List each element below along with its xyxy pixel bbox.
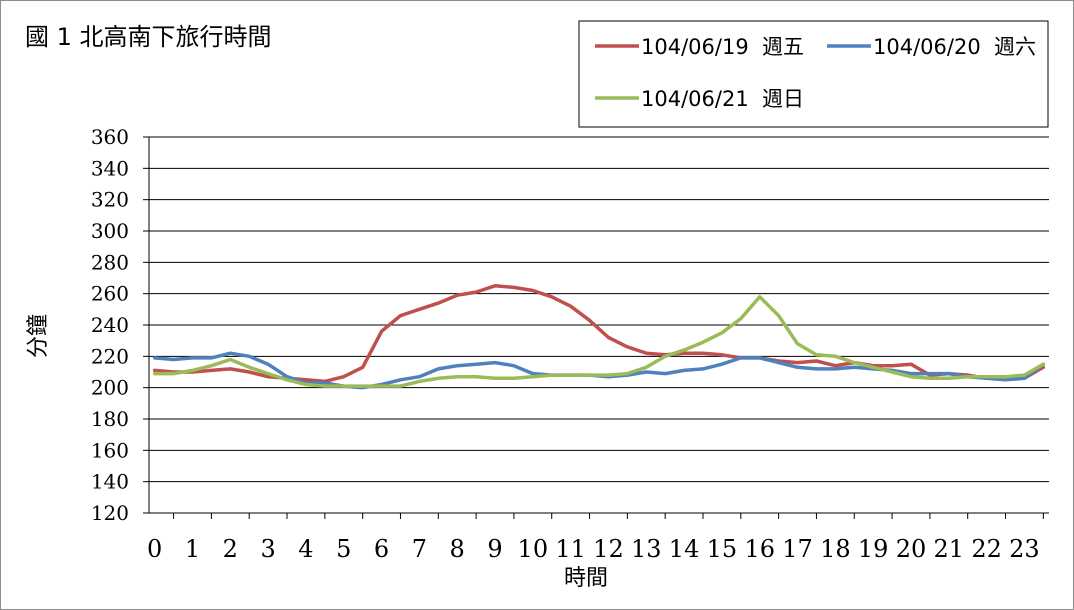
y-axis-label: 分鐘: [26, 314, 51, 358]
x-tick-label: 12: [593, 535, 624, 563]
y-tick-label: 240: [91, 313, 129, 337]
y-tick-label: 340: [91, 156, 129, 180]
legend-label-1: 104/06/19 週五: [641, 35, 804, 59]
y-tick-label: 120: [91, 501, 129, 525]
y-tick-label: 320: [91, 188, 129, 212]
y-tick-label: 220: [91, 344, 129, 368]
x-tick-label: 9: [487, 535, 502, 563]
x-axis-label: 時間: [564, 566, 608, 591]
x-tick-label: 19: [858, 535, 889, 563]
legend-label-2: 104/06/20 週六: [873, 35, 1036, 59]
y-tick-label: 140: [91, 470, 129, 494]
y-tick-label: 180: [91, 407, 129, 431]
series-line-1: [152, 284, 1046, 384]
chart-title: 國 1 北高南下旅行時間: [25, 23, 272, 51]
series-lines: [152, 284, 1046, 390]
x-tick-label: 6: [374, 535, 389, 563]
y-tick-label: 300: [91, 219, 129, 243]
x-tick-label: 4: [298, 535, 313, 563]
x-tick-label: 17: [782, 535, 813, 563]
x-tick-label: 13: [631, 535, 662, 563]
x-tick-label: 18: [820, 535, 851, 563]
y-tick-label: 260: [91, 282, 129, 306]
x-tick-label: 0: [147, 535, 162, 563]
x-tick-label: 14: [669, 535, 700, 563]
legend-label-3: 104/06/21 週日: [641, 87, 804, 111]
x-tick-labels: 0 1 2 3 4 5 6 7 8 9 10 11 12 13 14 15 16 17 18 19 20 21 22 23: [147, 535, 1040, 563]
x-tick-label: 7: [412, 535, 427, 563]
series-line-2: [152, 351, 1046, 390]
x-tick-label: 3: [260, 535, 275, 563]
y-tick-labels: 120 140 160 180 200 220 240 260 280 300 320 340 360: [91, 125, 129, 525]
axes: [148, 137, 1049, 519]
x-tick-label: 2: [223, 535, 238, 563]
x-tick-label: 5: [336, 535, 351, 563]
x-tick-label: 11: [555, 535, 586, 563]
x-tick-label: 16: [744, 535, 775, 563]
y-tick-label: 160: [91, 438, 129, 462]
y-tick-label: 200: [91, 376, 129, 400]
x-tick-label: 8: [450, 535, 465, 563]
y-tick-label: 360: [91, 125, 129, 149]
x-tick-label: 22: [971, 535, 1002, 563]
gridlines: [143, 136, 1049, 514]
x-tick-label: 15: [707, 535, 738, 563]
legend-box: [578, 20, 1049, 128]
x-tick-label: 23: [1009, 535, 1040, 563]
x-tick-label: 21: [934, 535, 965, 563]
x-tick-label: 20: [896, 535, 927, 563]
x-tick-label: 1: [185, 535, 200, 563]
y-tick-label: 280: [91, 250, 129, 274]
series-line-3: [152, 295, 1046, 388]
legend: 104/06/19 週五 104/06/20 週六 104/06/21 週日: [578, 20, 1049, 128]
x-tick-label: 10: [518, 535, 549, 563]
legend-entries: 104/06/19 週五 104/06/20 週六 104/06/21 週日: [595, 35, 1036, 111]
